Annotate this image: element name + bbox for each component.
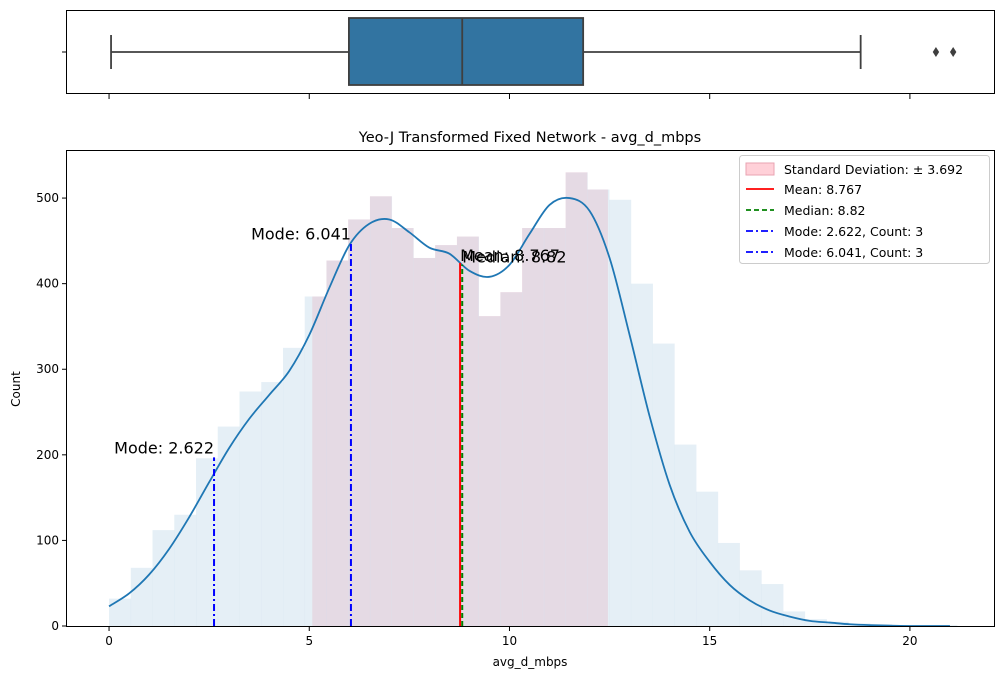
histogram-bar [565,172,588,626]
histogram-bar [652,343,675,626]
box-marks [110,17,957,86]
median-annotation: Median: 8.82 [462,248,566,267]
histogram-bar [369,196,393,627]
x-tick-label: 10 [502,634,517,648]
histogram-bar [804,619,827,626]
histogram-bar [587,189,610,626]
histogram-bars [109,172,958,627]
histogram-frame [66,150,995,627]
histogram-bar [261,382,284,626]
histogram-bar [500,292,523,626]
y-tick-label: 300 [36,362,59,376]
histogram-bar [609,199,632,626]
outlier-marker [932,47,940,57]
chart-title: Yeo-J Transformed Fixed Network - avg_d_… [358,130,701,146]
histogram-bar [435,245,458,626]
histogram-bar [413,257,436,626]
histogram-bar [174,514,197,626]
histogram-bar [391,228,414,626]
y-tick-label: 200 [36,448,59,462]
kde-curve [108,196,950,627]
histogram-bar [478,316,501,626]
x-axis-label: avg_d_mbps [493,655,568,669]
annotations: Mode: 2.622 Mode: 6.041 Mean: 8.767Median:… [114,224,566,457]
histogram-bar [739,570,762,626]
x-tick-label: 20 [902,634,917,648]
histogram-bar [674,444,697,626]
y-tick-label: 500 [36,191,59,205]
y-axis-ticks: 0 100 200 300 400 500 [36,191,67,633]
histogram-bar [304,296,327,626]
histogram-bar [282,347,306,626]
x-axis-ticks: 0 5 10 15 20 [105,626,918,648]
histogram-bar [217,426,240,626]
histogram-bar [348,219,371,626]
histogram-bar [522,228,545,626]
x-tick-label: 0 [105,634,113,648]
legend-label-mean: Mean: 8.767 [784,182,862,197]
outlier-marker [949,47,957,57]
histogram-bar [109,598,132,626]
histogram-bar [152,530,175,626]
legend-box [739,155,990,264]
legend-label-std: Standard Deviation: ± 3.692 [784,162,963,177]
box-iqr [348,17,585,86]
y-axis-label: Count [9,371,23,407]
histogram-bar [761,584,784,626]
mode-annotation: Mode: 2.622 [114,438,214,457]
histogram-bar [196,458,219,626]
x-tick-label: 5 [305,634,313,648]
reference-lines [213,243,464,626]
y-tick-label: 0 [51,619,59,633]
y-tick-label: 400 [36,277,59,291]
legend-swatch-std-band [745,162,775,176]
x-tick-label: 15 [702,634,717,648]
box-plot-frame [66,10,995,94]
legend: Standard Deviation: ± 3.692 Mean: 8.767 … [739,155,990,264]
histogram-bar [239,391,262,626]
histogram-panel: Yeo-J Transformed Fixed Network - avg_d_… [9,130,995,669]
histogram-bar [630,283,653,626]
mode-annotation: Mode: 6.041 [251,224,351,243]
y-tick-label: 100 [36,533,59,547]
histogram-bar [783,611,806,626]
histogram-bar [543,228,566,626]
box-x-ticks [108,94,911,99]
histogram-bar [130,567,153,626]
legend-label-median: Median: 8.82 [784,203,865,218]
histogram-bar [326,260,349,626]
mean-annotation: Mean: 8.767 [460,246,560,265]
box-plot-panel [62,10,995,99]
legend-label-mode-2: Mode: 6.041, Count: 3 [784,245,923,260]
legend-label-mode-1: Mode: 2.622, Count: 3 [784,224,923,239]
